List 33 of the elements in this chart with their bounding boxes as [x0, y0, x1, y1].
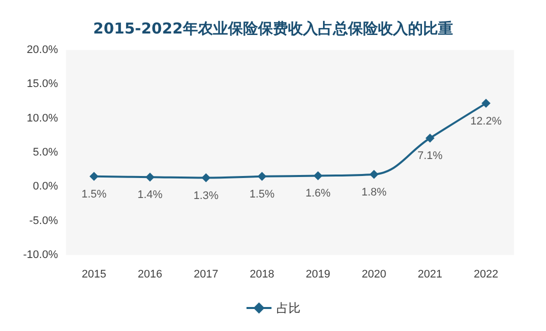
y-tick-label: 0.0% [32, 180, 58, 193]
x-tick-label: 2018 [250, 268, 274, 280]
legend-label: 占比 [276, 301, 300, 315]
x-tick-label: 2019 [306, 268, 330, 280]
data-label: 1.4% [137, 189, 163, 202]
y-tick-label: 5.0% [32, 146, 58, 158]
y-tick-label: 15.0% [26, 78, 58, 90]
x-tick-label: 2020 [362, 268, 386, 280]
x-tick-label: 2021 [418, 268, 442, 280]
point [370, 170, 378, 179]
point [314, 171, 322, 180]
point [90, 172, 98, 181]
point [482, 98, 490, 108]
point [426, 134, 434, 143]
data-label: 1.5% [81, 188, 107, 200]
y-tick-label: -5.0% [29, 214, 58, 227]
y-tick-label: -10.0% [23, 249, 58, 261]
x-tick-label: 2017 [194, 268, 218, 280]
x-tick-label: 2015 [82, 268, 106, 280]
x-tick-label: 2016 [138, 268, 162, 280]
data-label: 1.8% [361, 186, 387, 198]
data-label: 1.6% [305, 188, 331, 200]
y-tick-label: 20.0% [26, 44, 58, 56]
point [258, 172, 266, 181]
chart-title: 2015-2022年农业保险保费收入占总保险收入的比重 [93, 20, 453, 38]
point [202, 173, 210, 182]
point [146, 172, 154, 182]
data-label: 1.3% [193, 190, 219, 202]
x-tick-label: 2022 [474, 268, 498, 280]
data-label: 12.2% [470, 115, 502, 128]
y-tick-label: 10.0% [26, 112, 58, 124]
data-label: 7.1% [417, 150, 443, 162]
data-label: 1.5% [249, 188, 275, 200]
